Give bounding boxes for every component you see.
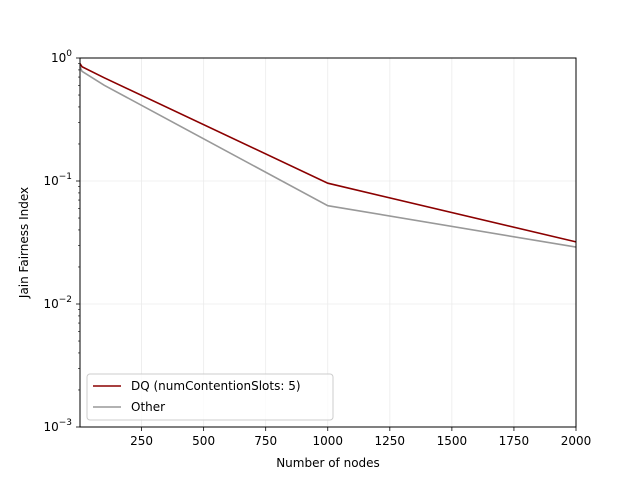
- grid: [80, 57, 577, 428]
- y-tick-label: 100: [51, 49, 72, 65]
- series-line-dq: [79, 63, 577, 243]
- x-tick-label: 500: [192, 434, 215, 448]
- x-tick-label: 2000: [561, 434, 592, 448]
- series-lines: [79, 63, 577, 248]
- x-axis-ticks: 250 500 750 1000 1250 1500 1750 2000: [130, 427, 591, 448]
- x-tick-label: 1750: [499, 434, 530, 448]
- x-tick-label: 750: [254, 434, 277, 448]
- legend-box: [86, 373, 334, 421]
- y-tick-label: 10−3: [43, 418, 72, 434]
- series-line-other: [79, 66, 577, 248]
- x-tick-label: 1250: [375, 434, 406, 448]
- y-tick-label: 10−1: [43, 172, 72, 188]
- legend: DQ (numContentionSlots: 5) Other: [86, 373, 334, 421]
- x-axis-label: Number of nodes: [276, 456, 380, 470]
- x-tick-label: 1000: [312, 434, 343, 448]
- x-tick-label: 1500: [437, 434, 468, 448]
- y-axis-ticks: 10−3 10−2 10−1 100: [43, 49, 80, 434]
- y-tick-label: 10−2: [43, 295, 72, 311]
- y-axis-label: Jain Fairness Index: [17, 187, 31, 299]
- legend-label-other: Other: [131, 400, 165, 414]
- legend-label-dq: DQ (numContentionSlots: 5): [131, 379, 301, 393]
- x-tick-label: 250: [130, 434, 153, 448]
